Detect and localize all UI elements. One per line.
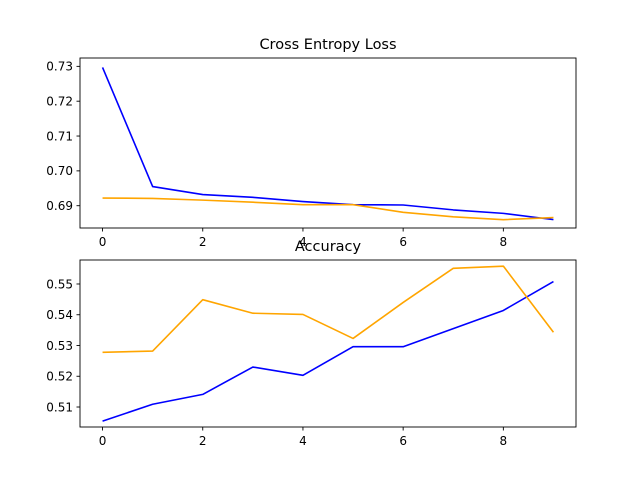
accuracy-x-tick-label: 6 xyxy=(399,434,407,448)
accuracy-y-tick-label: 0.53 xyxy=(46,339,73,353)
accuracy-chart-title: Accuracy xyxy=(295,239,362,255)
loss-x-tick-label: 2 xyxy=(199,235,207,249)
loss-panel: 0.69 0.70 0.71 0.72 0.73 0 2 4 6 8 Cross Entropy L… xyxy=(46,37,577,249)
accuracy-x-tick-label: 8 xyxy=(500,434,508,448)
loss-series-line-0 xyxy=(101,67,554,221)
accuracy-y-tick-label: 0.54 xyxy=(46,308,73,322)
loss-y-tick-label: 0.72 xyxy=(46,94,73,108)
loss-y-tick-label: 0.70 xyxy=(46,164,73,178)
loss-x-tick-label: 8 xyxy=(500,235,508,249)
loss-series-line-1 xyxy=(102,197,554,221)
accuracy-series-line-0 xyxy=(102,280,554,422)
accuracy-axes-frame xyxy=(79,259,577,428)
loss-x-tick-label: 4 xyxy=(299,235,307,249)
loss-y-tick-label: 0.73 xyxy=(46,60,73,74)
loss-y-tick-label: 0.69 xyxy=(46,199,73,213)
accuracy-panel: 0.51 0.52 0.53 0.54 0.55 0 2 4 6 8 Accuracy xyxy=(46,239,577,448)
accuracy-y-tick-label: 0.52 xyxy=(46,370,73,384)
loss-axes-frame xyxy=(79,57,577,229)
accuracy-x-tick-label: 4 xyxy=(299,434,307,448)
accuracy-y-tick-label: 0.55 xyxy=(46,277,73,291)
loss-chart-title: Cross Entropy Loss xyxy=(259,37,396,53)
accuracy-x-tick-label: 0 xyxy=(99,434,107,448)
loss-y-tick-label: 0.71 xyxy=(46,129,73,143)
loss-x-tick-label: 0 xyxy=(99,235,107,249)
accuracy-series-line-1 xyxy=(102,265,555,354)
loss-x-tick-label: 6 xyxy=(399,235,407,249)
accuracy-y-tick-label: 0.51 xyxy=(46,400,73,414)
accuracy-x-tick-label: 2 xyxy=(199,434,207,448)
